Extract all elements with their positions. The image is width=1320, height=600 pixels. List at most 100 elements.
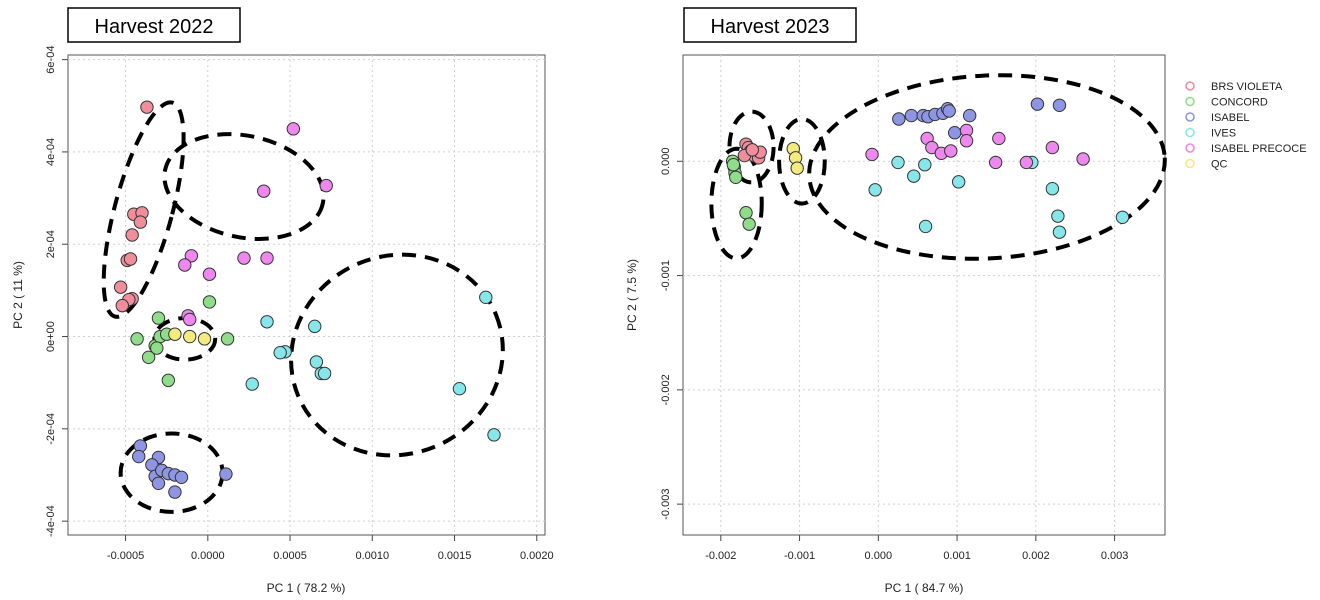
group-ellipse [727, 109, 776, 185]
point-concord [130, 332, 144, 346]
point-isabel [219, 467, 233, 481]
points [725, 97, 1130, 239]
point-ives [907, 169, 921, 183]
y-tick-label: 6e-04 [45, 46, 57, 74]
y-axis-label: PC 2 ( 11 %) [11, 261, 25, 329]
point-ives [891, 155, 905, 170]
x-tick-label: 0.0005 [273, 550, 307, 562]
point-ives [951, 175, 966, 189]
point-ives [918, 158, 932, 172]
point-concord [739, 206, 753, 220]
x-tick-label: 0.003 [1101, 550, 1129, 562]
y-tick-label: 2e-04 [45, 230, 57, 258]
plot-area [67, 54, 546, 536]
point-concord [729, 170, 743, 184]
point-isabel [174, 470, 189, 485]
point-concord [726, 158, 741, 172]
point-isabel [1052, 98, 1067, 112]
point-qc [197, 332, 212, 346]
x-tick-label: 0.0020 [520, 550, 554, 562]
chart-title: Harvest 2022 [95, 16, 214, 38]
point-ives [479, 290, 493, 305]
point-isabel [962, 108, 977, 123]
y-tick-label: 0e+00 [45, 321, 57, 352]
point-ives [273, 345, 287, 360]
point-ives [317, 366, 332, 381]
point-qc [790, 161, 804, 175]
point-isabel-precoce [257, 184, 271, 198]
point-ives [918, 219, 933, 234]
y-axis-label: PC 2 ( 7.5 %) [625, 259, 639, 331]
point-brs-violeta [133, 215, 148, 229]
point-brs-violeta [123, 252, 138, 266]
point-isabel [151, 476, 166, 491]
y-tick-label: 4e-04 [45, 138, 57, 166]
x-tick-label: 0.001 [943, 550, 971, 562]
legend-label: CONCORD [1211, 97, 1268, 109]
point-isabel [942, 104, 956, 118]
point-ives [1052, 225, 1067, 239]
y-tick-label: -4e-04 [45, 505, 57, 537]
point-concord [161, 373, 176, 388]
point-isabel-precoce [865, 147, 879, 162]
legend-marker [1185, 158, 1195, 169]
group-ellipse [289, 252, 505, 458]
legend: BRS VIOLETA CONCORD ISABEL IVES ISABEL PRECO… [1185, 81, 1307, 171]
point-isabel-precoce [260, 251, 274, 265]
point-isabel [1030, 97, 1045, 111]
x-tick-label: 0.0010 [355, 550, 389, 562]
point-concord [202, 295, 217, 309]
legend-marker [1185, 81, 1195, 91]
point-brs-violeta [113, 280, 128, 294]
y-tick-label: -0.003 [660, 489, 672, 520]
title-box [67, 7, 241, 43]
point-isabel-precoce [959, 134, 974, 148]
panel-harvest-2023: Harvest 2023 -0.002 -0.001 0.000 0.001 0.002… [625, 7, 1167, 595]
legend-label: ISABEL PRECOCE [1211, 143, 1307, 155]
legend-marker [1185, 96, 1195, 107]
point-concord [742, 217, 756, 231]
point-isabel [904, 108, 919, 123]
group-ellipse [162, 132, 326, 241]
point-isabel-precoce [183, 312, 197, 327]
chart-title: Harvest 2023 [711, 16, 830, 38]
x-tick-label: 0.0015 [438, 550, 472, 562]
x-tick-label: 0.0000 [191, 550, 225, 562]
point-ives [260, 315, 274, 329]
legend-label: QC [1211, 159, 1228, 171]
point-isabel-precoce [988, 155, 1003, 170]
point-isabel-precoce [992, 131, 1006, 146]
point-isabel-precoce [178, 258, 192, 272]
point-concord [151, 311, 166, 325]
point-brs-violeta [115, 298, 129, 313]
group-ellipse [101, 100, 186, 319]
panel-harvest-2022: Harvest 2022 -0.0005 0.0000 0.0005 0.0010 0.… [11, 7, 554, 595]
point-concord [141, 350, 156, 365]
legend-marker [1185, 143, 1195, 153]
x-tick-label: 0.002 [1022, 550, 1050, 562]
point-isabel-precoce [184, 249, 199, 263]
x-tick-label: 0.000 [865, 550, 893, 562]
point-isabel-precoce [1019, 155, 1034, 170]
point-isabel-precoce [1076, 152, 1090, 166]
group-ellipse [709, 146, 764, 261]
ticks: -0.002 -0.001 0.000 0.001 0.002 0.003 -0.003 -0… [660, 148, 1128, 562]
group-ellipses [709, 73, 1167, 261]
point-qc [168, 327, 182, 341]
point-ives [1115, 210, 1130, 224]
point-brs-violeta [125, 228, 139, 242]
point-isabel-precoce [944, 144, 958, 158]
point-ives [1045, 182, 1060, 196]
point-isabel-precoce [237, 251, 251, 265]
y-tick-label: -0.002 [660, 374, 672, 405]
group-ellipse [807, 73, 1167, 261]
point-isabel [132, 449, 146, 464]
point-isabel [168, 485, 182, 499]
title-box [683, 7, 857, 43]
point-ives [452, 381, 467, 396]
legend-label: IVES [1211, 128, 1236, 140]
x-tick-label: -0.002 [705, 550, 736, 562]
x-tick-label: -0.0005 [107, 550, 144, 562]
point-concord [220, 332, 235, 346]
